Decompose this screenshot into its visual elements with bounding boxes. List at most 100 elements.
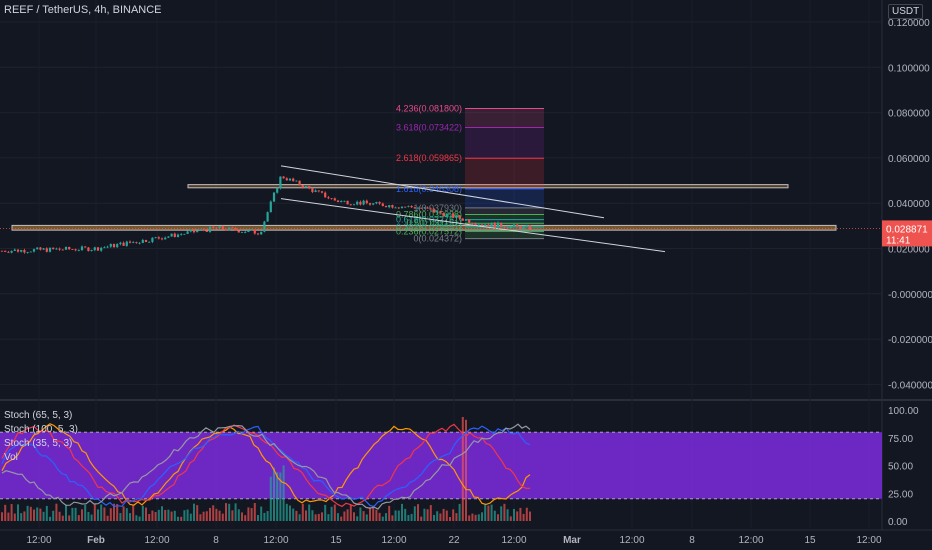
volume-bar (77, 515, 80, 521)
candle-body (32, 249, 36, 252)
volume-bar (74, 507, 77, 521)
volume-bar (321, 512, 323, 521)
current-price-tag (882, 220, 932, 247)
candle-body (346, 200, 349, 205)
candle-body (234, 228, 237, 231)
volume-bar (369, 507, 371, 521)
candle-body (247, 230, 250, 232)
volume-bar (145, 507, 147, 521)
fib-level-label: 0.618(0.032751) (396, 215, 462, 225)
volume-bar (205, 511, 208, 521)
candle-body (445, 213, 448, 217)
candle-body (304, 186, 308, 188)
stoch-65-legend[interactable]: Stoch (65, 5, 3) (4, 410, 73, 421)
fib-level-label: 0(0.024372) (413, 234, 462, 244)
price-tick-label: 0.080000 (888, 109, 930, 120)
volume-bar (39, 508, 42, 521)
volume-bar (132, 504, 135, 521)
fib-level-label: 1(0.037930) (413, 203, 462, 213)
candle-body (378, 201, 381, 204)
candle-body (138, 242, 141, 244)
candle-body (477, 224, 480, 226)
candle-body (135, 242, 138, 244)
stoch-35-legend[interactable]: Stoch (35, 5, 3) (4, 438, 73, 449)
candle-body (160, 238, 164, 240)
candle-body (432, 209, 436, 213)
stoch-100-legend[interactable]: Stoch (100, 5, 3) (4, 424, 78, 435)
candle-body (103, 247, 106, 249)
candle-body (61, 249, 64, 251)
candle-body (522, 226, 525, 230)
candle-body (288, 178, 292, 181)
volume-bar (65, 504, 67, 521)
volume-bar (186, 509, 189, 521)
time-tick-label: 12:00 (381, 535, 406, 546)
candle-body (461, 218, 464, 221)
volume-bar (519, 507, 522, 521)
volume-bar (285, 503, 288, 521)
candle-body (429, 208, 432, 210)
volume-bar (279, 472, 282, 521)
channel-upper-line (280, 165, 605, 219)
candle-body (122, 242, 125, 246)
candle-body (13, 249, 16, 251)
vol-legend[interactable]: Vol (4, 452, 18, 463)
fib-band (465, 127, 544, 159)
candle-body (324, 192, 327, 198)
volume-bar (202, 511, 205, 521)
candle-body (452, 213, 455, 218)
candle-body (320, 191, 324, 193)
candle-body (164, 237, 167, 240)
candle-body (20, 249, 23, 252)
candle-body (183, 233, 186, 235)
volume-bar (36, 507, 39, 521)
fib-level-label: 1.618(0.046308) (396, 184, 462, 194)
volume-bar (23, 511, 26, 521)
candle-body (100, 247, 103, 251)
candle-body (292, 178, 295, 182)
volume-bar (404, 508, 407, 521)
volume-bar (164, 509, 167, 521)
volume-bar (362, 511, 365, 521)
candle-body (196, 231, 199, 233)
candle-body (500, 222, 503, 227)
volume-bar (45, 505, 48, 521)
volume-bar (455, 513, 458, 521)
volume-bar (100, 504, 103, 521)
candle-body (375, 201, 378, 204)
volume-bar (385, 513, 387, 521)
candle-body (391, 205, 394, 208)
volume-bar (442, 508, 445, 521)
candle-body (260, 231, 263, 235)
candle-body (90, 250, 93, 252)
volume-bar (445, 510, 448, 521)
candle-body (26, 252, 29, 253)
currency-badge[interactable]: USDT (888, 4, 924, 19)
candle-body (144, 239, 148, 242)
volume-bar (391, 515, 394, 521)
volume-bar (183, 510, 186, 521)
volume-bar (458, 503, 461, 521)
fib-band (465, 158, 544, 189)
candle-body (176, 234, 180, 238)
candle-body (205, 230, 208, 232)
candle-body (256, 233, 260, 235)
candle-body (29, 251, 32, 253)
price-tick-label: 0.040000 (888, 199, 930, 210)
time-tick-label: 22 (448, 535, 460, 546)
candle-body (439, 211, 442, 214)
channel-lower-line (280, 198, 666, 253)
fib-band (465, 188, 544, 208)
volume-bar (359, 507, 362, 521)
candle-body (474, 223, 477, 225)
volume-bar (209, 507, 211, 521)
volume-bar (468, 515, 471, 521)
candle-body (372, 203, 375, 205)
candle-body (516, 224, 519, 227)
candle-body (218, 226, 221, 229)
candle-body (16, 249, 20, 252)
candle-body (426, 207, 429, 209)
volume-bar (503, 503, 506, 521)
volume-bar (497, 514, 499, 521)
